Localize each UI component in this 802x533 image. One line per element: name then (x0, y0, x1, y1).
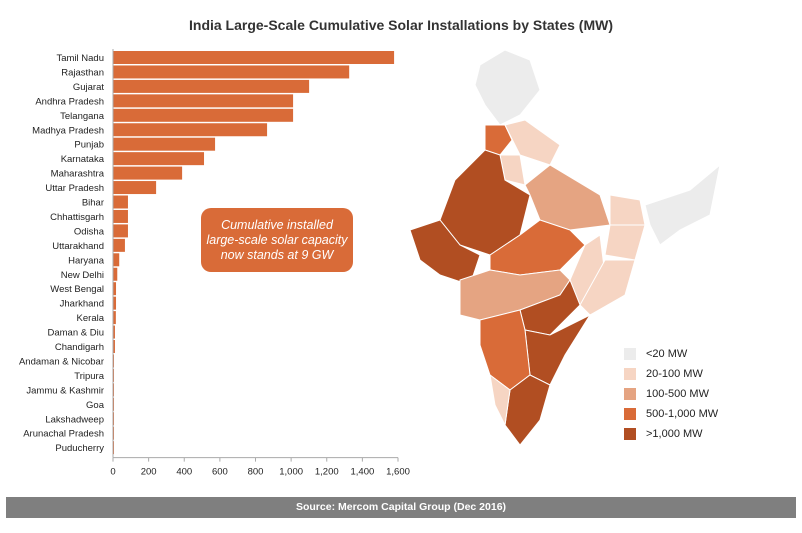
bar (113, 79, 310, 93)
category-label: Chandigarh (55, 342, 104, 353)
bar (113, 94, 294, 108)
category-label: Rajasthan (61, 67, 104, 78)
map-karnataka (479, 309, 531, 391)
map-jammu-kashmir (474, 49, 541, 126)
legend-label: 500-1,000 MW (646, 408, 719, 420)
legend-swatch (624, 368, 636, 380)
bar (113, 51, 395, 64)
category-label: Karnataka (61, 154, 105, 165)
category-label: Tamil Nadu (56, 53, 104, 64)
x-tick-label: 0 (110, 467, 115, 478)
legend-label: 100-500 MW (646, 388, 709, 400)
category-label: Madhya Pradesh (32, 125, 104, 136)
category-label: Arunachal Pradesh (23, 429, 104, 440)
category-label: Maharashtra (51, 169, 105, 180)
legend-item: <20 MW (624, 344, 718, 364)
category-label: Kerala (77, 313, 105, 324)
category-label: Punjab (74, 140, 104, 151)
bar (113, 296, 117, 310)
category-label: Andaman & Nicobar (19, 356, 104, 367)
map-kerala (489, 373, 511, 427)
x-tick-label: 800 (248, 467, 264, 478)
bar (113, 65, 350, 79)
legend-label: 20-100 MW (646, 368, 703, 380)
map-odisha (579, 259, 636, 316)
category-label: West Bengal (50, 284, 104, 295)
x-tick-label: 1,400 (350, 467, 374, 478)
legend-item: 500-1,000 MW (624, 404, 718, 424)
category-label: Odisha (74, 226, 105, 237)
category-label: Andhra Pradesh (35, 96, 104, 107)
legend-item: 100-500 MW (624, 384, 718, 404)
category-label: Jharkhand (60, 299, 104, 310)
x-tick-label: 400 (176, 467, 192, 478)
map-northeast (644, 164, 720, 246)
map-legend: <20 MW 20-100 MW 100-500 MW 500-1,000 MW >1,… (624, 344, 718, 444)
bar (113, 137, 216, 151)
bar (113, 238, 125, 252)
bar (113, 209, 128, 223)
bar (113, 152, 205, 166)
legend-swatch (624, 348, 636, 360)
source-footer: Source: Mercom Capital Group (Dec 2016) (6, 497, 796, 518)
map-himachal-uttarakhand (504, 119, 561, 166)
callout-line: Cumulative installed (221, 217, 333, 232)
bar (113, 253, 120, 267)
bar (113, 224, 128, 238)
chart-title: India Large-Scale Cumulative Solar Insta… (189, 17, 613, 33)
map-punjab (484, 124, 513, 156)
legend-label: <20 MW (646, 348, 688, 360)
bar (113, 123, 268, 137)
legend-swatch (624, 428, 636, 440)
map-bihar (609, 194, 646, 226)
x-tick-label: 600 (212, 467, 228, 478)
category-label: Telangana (60, 111, 105, 122)
legend-label: >1,000 MW (646, 428, 703, 440)
category-label: Tripura (74, 371, 104, 382)
bar (113, 340, 115, 353)
category-label: Goa (86, 400, 105, 411)
map-jharkhand-wb (604, 224, 646, 261)
category-label: Chhattisgarh (50, 212, 104, 223)
map-gujarat (409, 219, 481, 286)
legend-swatch (624, 388, 636, 400)
category-label: Gujarat (73, 82, 105, 93)
bar (113, 282, 117, 296)
bar (113, 267, 118, 281)
callout-line: now stands at 9 GW (220, 247, 334, 262)
category-label: Uttar Pradesh (45, 183, 104, 194)
callout-line: large-scale solar capacity (206, 232, 348, 247)
bar (113, 325, 115, 339)
legend-item: >1,000 MW (624, 424, 718, 444)
legend-swatch (624, 408, 636, 420)
bar (113, 181, 157, 195)
category-label: Bihar (82, 198, 104, 209)
category-label: New Delhi (61, 270, 104, 281)
bar (113, 108, 294, 122)
x-tick-label: 200 (141, 467, 157, 478)
bar (113, 311, 116, 325)
category-label: Jammu & Kashmir (26, 385, 104, 396)
map-uttar-pradesh (524, 164, 611, 231)
category-label: Haryana (68, 255, 105, 266)
category-label: Uttarakhand (52, 241, 104, 252)
x-tick-label: 1,600 (386, 467, 410, 478)
india-map (409, 49, 720, 446)
callout-box: Cumulative installed large-scale solar c… (201, 208, 353, 272)
category-label: Puducherry (55, 443, 104, 454)
legend-item: 20-100 MW (624, 364, 718, 384)
category-label: Daman & Diu (48, 328, 105, 339)
bar (113, 166, 183, 180)
x-tick-label: 1,000 (279, 467, 303, 478)
category-label: Lakshadweep (45, 414, 104, 425)
bar (113, 195, 128, 209)
x-tick-label: 1,200 (315, 467, 339, 478)
